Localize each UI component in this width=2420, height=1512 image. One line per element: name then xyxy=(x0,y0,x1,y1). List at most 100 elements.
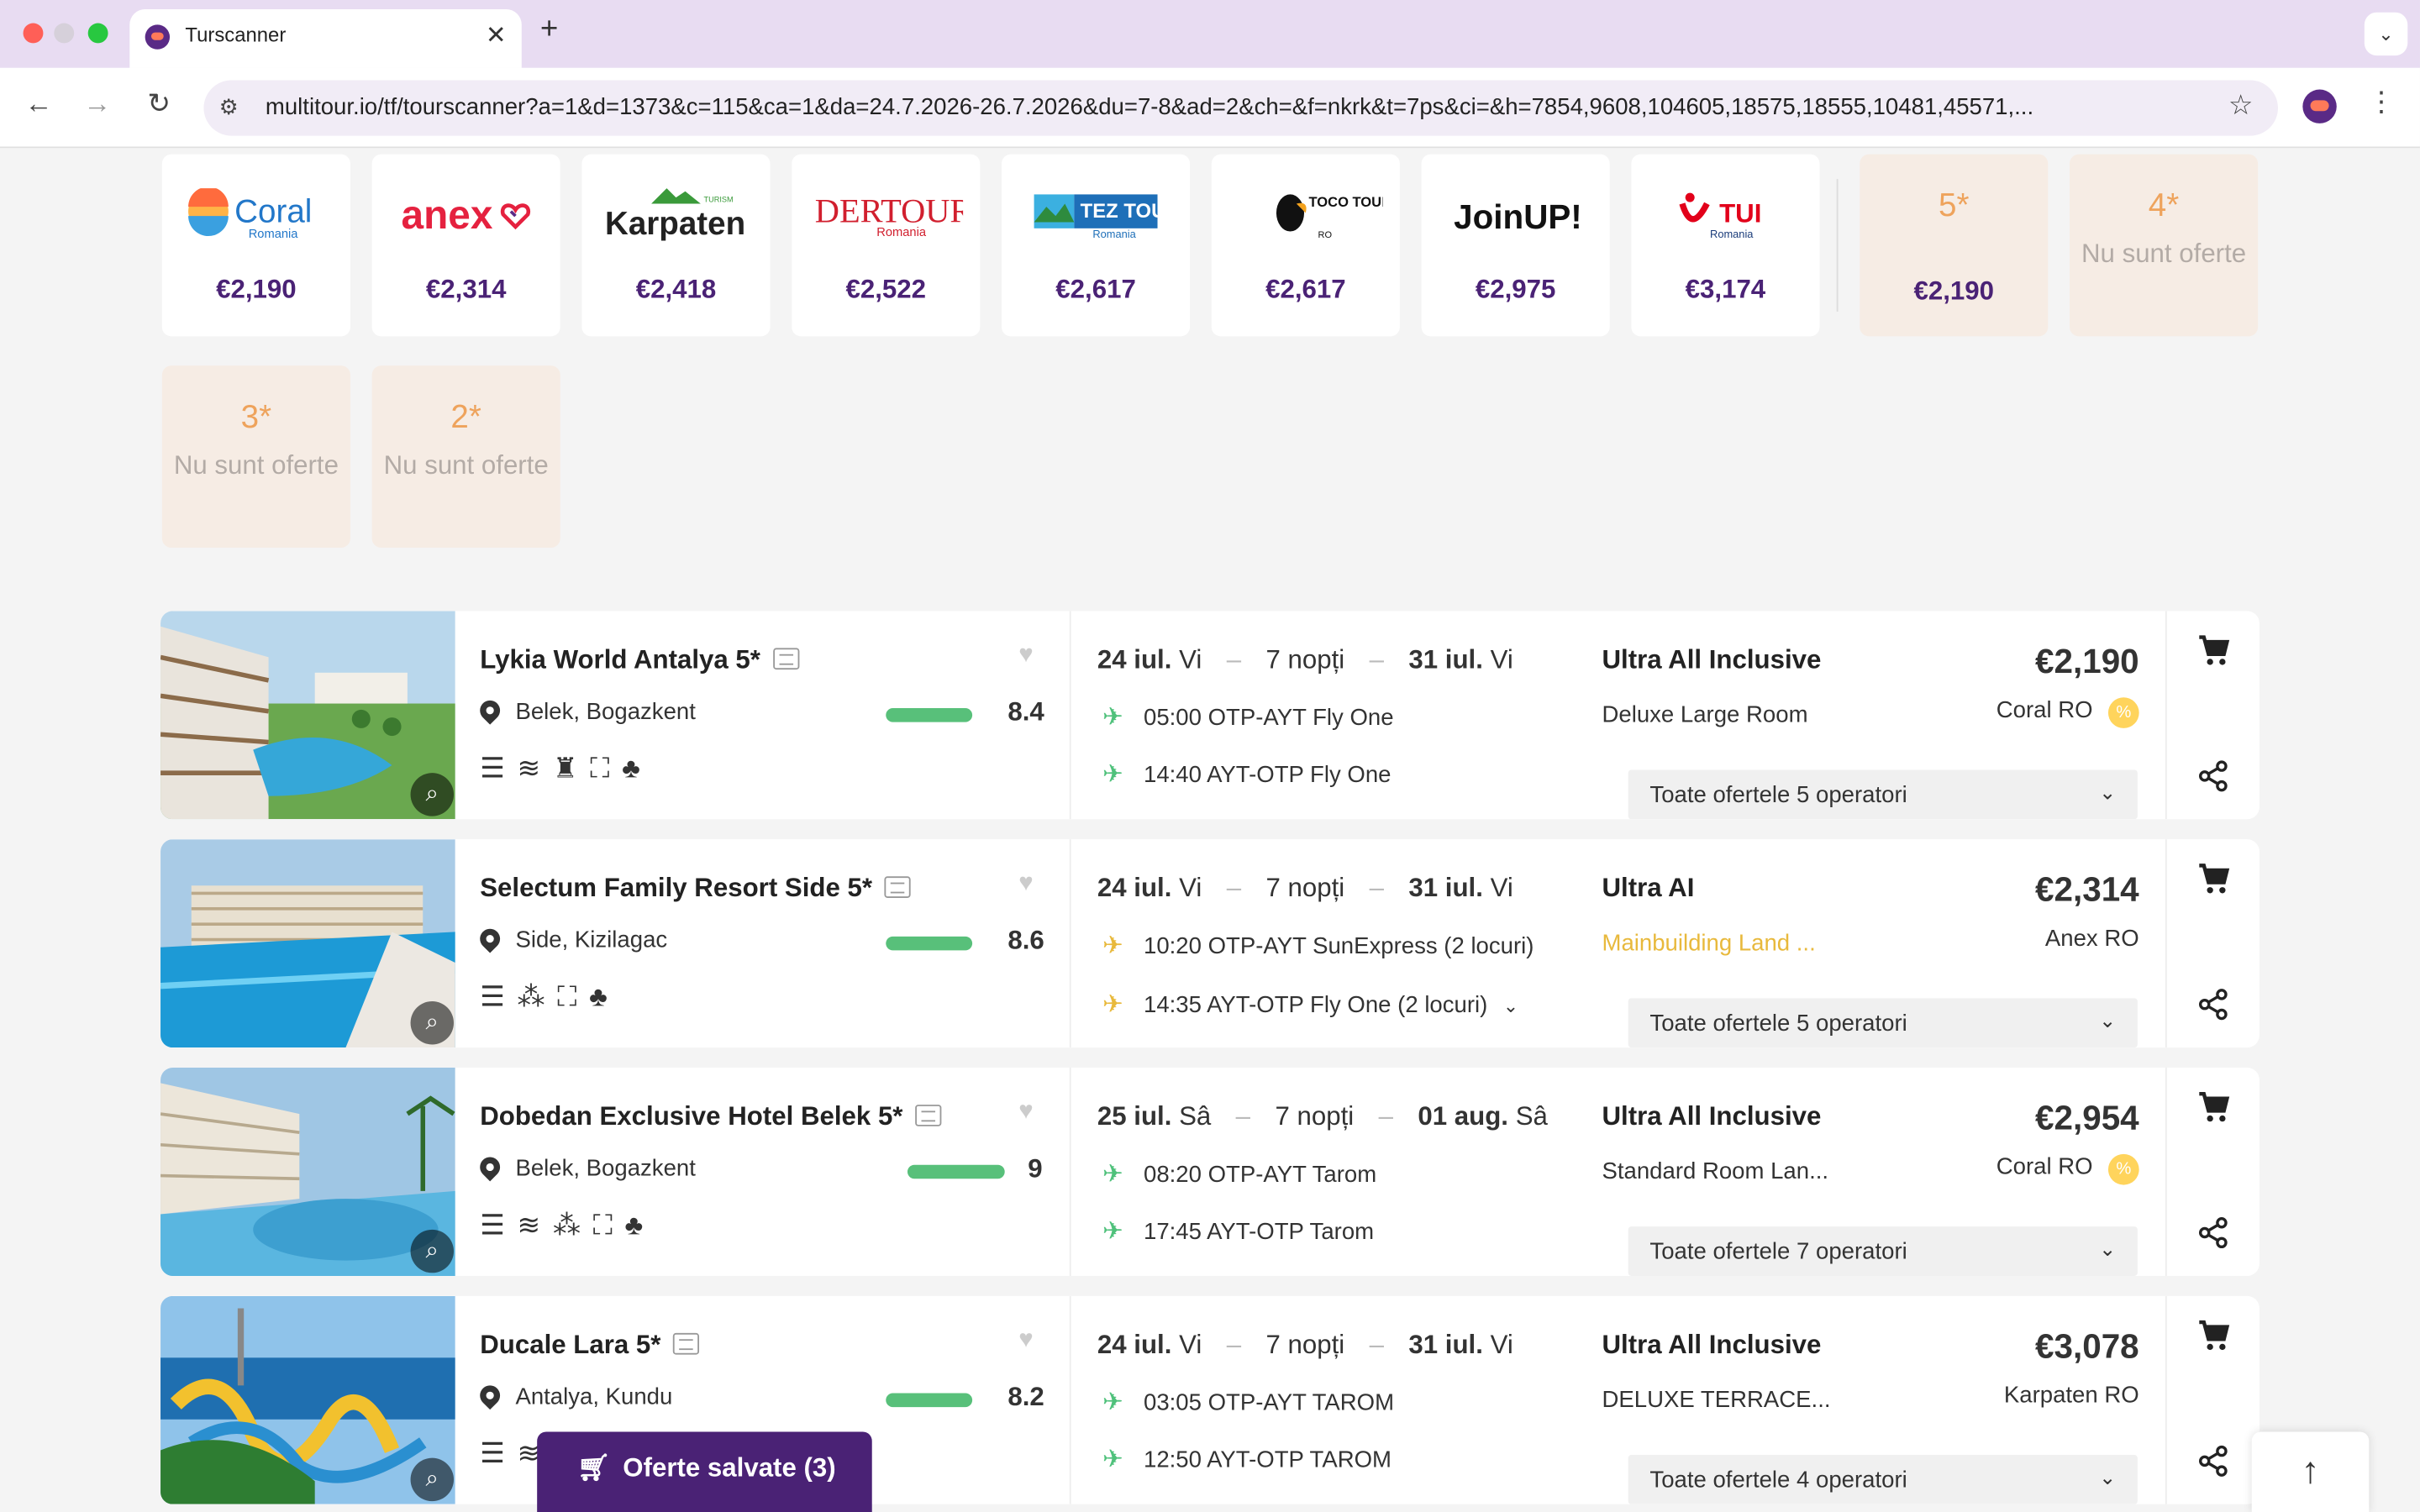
all-offers-dropdown[interactable]: Toate ofertele 5 operatori ⌄ xyxy=(1628,998,2138,1048)
zoom-photo-icon[interactable]: ⌕ xyxy=(410,1457,454,1502)
cart-icon[interactable] xyxy=(2195,1318,2232,1355)
hotel-price[interactable]: €3,078 xyxy=(2035,1326,2139,1366)
hotel-row[interactable]: ⌕ Lykia World Antalya 5* ♥ Belek, Bogazk… xyxy=(160,611,2260,820)
no-offers-text: Nu sunt oferte xyxy=(173,450,339,480)
rating-bar xyxy=(886,936,973,951)
browser-menu-icon[interactable]: ⋮ xyxy=(2367,86,2396,118)
hotel-photo[interactable]: ⌕ xyxy=(160,1295,455,1504)
all-offers-dropdown[interactable]: Toate ofertele 7 operatori ⌄ xyxy=(1628,1226,2138,1276)
hotel-name[interactable]: Dobedan Exclusive Hotel Belek 5* xyxy=(480,1101,942,1132)
operator-card-anex[interactable]: anex €2,314 xyxy=(371,154,560,337)
hotel-photo[interactable]: ⌕ xyxy=(160,611,455,820)
no-offers-text: Nu sunt oferte xyxy=(2081,239,2247,269)
site-settings-icon[interactable]: ⚙ xyxy=(218,94,239,119)
hotel-price[interactable]: €2,190 xyxy=(2035,642,2139,680)
review-icon[interactable] xyxy=(673,1332,700,1355)
favorite-heart-icon[interactable]: ♥ xyxy=(1018,1098,1034,1125)
favorite-heart-icon[interactable]: ♥ xyxy=(1018,869,1034,897)
minimize-window-button[interactable] xyxy=(54,23,75,44)
hotel-location: Side, Kizilagac xyxy=(476,924,667,953)
tab-search-button[interactable]: ⌄ xyxy=(2364,12,2408,56)
room-type: Standard Room Lan... xyxy=(1602,1158,1829,1185)
rating-bar xyxy=(886,708,973,722)
maximize-window-button[interactable] xyxy=(87,23,108,44)
address-bar[interactable]: ⚙ multitour.io/tf/tourscanner?a=1&d=1373… xyxy=(203,80,2278,136)
browser-tab[interactable]: Turscanner ✕ xyxy=(129,9,522,68)
back-icon[interactable]: ← xyxy=(24,87,53,119)
star-filter-3[interactable]: 3* Nu sunt oferte xyxy=(161,365,350,549)
review-icon[interactable] xyxy=(915,1105,942,1126)
browser-tabstrip: Turscanner ✕ + ⌄ xyxy=(0,0,2420,68)
rating-score: 8.6 xyxy=(1007,926,1044,955)
hotel-row[interactable]: ⌕ Selectum Family Resort Side 5* ♥ Side,… xyxy=(160,839,2260,1048)
chevron-down-icon[interactable]: ⌄ xyxy=(1502,995,1519,1017)
plane-icon: ✈ xyxy=(1102,762,1123,789)
close-tab-icon[interactable]: ✕ xyxy=(485,23,507,50)
svg-text:JoinUP!: JoinUP! xyxy=(1454,197,1582,236)
review-icon[interactable] xyxy=(772,648,799,670)
row-divider xyxy=(1069,611,1071,820)
operator-card-teztour[interactable]: TEZ TOUR Romania €2,617 xyxy=(1002,154,1191,337)
filter-divider xyxy=(1836,179,1839,312)
all-offers-dropdown[interactable]: Toate ofertele 4 operatori ⌄ xyxy=(1628,1455,2138,1504)
operator-card-tui[interactable]: TUI Romania €3,174 xyxy=(1631,154,1820,337)
share-icon[interactable] xyxy=(2196,1444,2230,1478)
close-window-button[interactable] xyxy=(23,23,44,44)
share-icon[interactable] xyxy=(2196,1215,2230,1249)
star-filter-2[interactable]: 2* Nu sunt oferte xyxy=(371,365,560,549)
operator-price: €2,522 xyxy=(845,274,927,304)
star-filter-4[interactable]: 4* Nu sunt oferte xyxy=(2070,154,2259,337)
room-type: Deluxe Large Room xyxy=(1602,701,1808,728)
cart-icon[interactable] xyxy=(2195,633,2232,669)
zoom-photo-icon[interactable]: ⌕ xyxy=(410,773,454,816)
favorite-heart-icon[interactable]: ♥ xyxy=(1018,642,1034,669)
hotel-photo[interactable]: ⌕ xyxy=(160,1067,455,1276)
svg-text:Karpaten: Karpaten xyxy=(605,206,745,240)
bookmark-star-icon[interactable]: ☆ xyxy=(2228,89,2254,121)
chevron-down-icon: ⌄ xyxy=(2099,1465,2117,1489)
hotel-name[interactable]: Selectum Family Resort Side 5* xyxy=(480,874,911,905)
zoom-photo-icon[interactable]: ⌕ xyxy=(410,1001,454,1045)
chevron-down-icon: ⌄ xyxy=(2099,1009,2117,1032)
url-text[interactable]: multitour.io/tf/tourscanner?a=1&d=1373&c… xyxy=(265,94,2034,121)
operator-card-joinup[interactable]: JoinUP! €2,975 xyxy=(1421,154,1610,337)
cart-icon[interactable] xyxy=(2195,861,2232,898)
hotel-price[interactable]: €2,314 xyxy=(2035,869,2139,909)
tab-title: Turscanner xyxy=(185,23,287,47)
operator-card-karpaten[interactable]: TURISM Karpaten €2,418 xyxy=(581,154,771,337)
svg-text:Coral: Coral xyxy=(234,193,312,229)
share-icon[interactable] xyxy=(2196,987,2230,1021)
extension-icon[interactable] xyxy=(2302,89,2337,123)
hotel-name[interactable]: Lykia World Antalya 5* xyxy=(480,645,799,676)
reload-icon[interactable]: ↻ xyxy=(147,87,171,119)
hotel-location: Belek, Bogazkent xyxy=(476,696,696,725)
zoom-photo-icon[interactable]: ⌕ xyxy=(410,1229,454,1273)
trip-dates: 24 iul. Vi –7 nopți –31 iul. Vi xyxy=(1097,873,1513,903)
all-offers-dropdown[interactable]: Toate ofertele 5 operatori ⌄ xyxy=(1628,769,2138,820)
scroll-to-top-button[interactable]: ↑ xyxy=(2251,1431,2370,1512)
hotel-name[interactable]: Ducale Lara 5* xyxy=(480,1330,700,1361)
star-filter-5[interactable]: 5* €2,190 xyxy=(1860,154,2049,337)
offer-operator: Karpaten RO xyxy=(2003,1382,2139,1409)
row-divider xyxy=(1069,839,1071,1048)
new-tab-button[interactable]: + xyxy=(539,12,559,47)
hotel-row[interactable]: ⌕ Dobedan Exclusive Hotel Belek 5* ♥ Bel… xyxy=(160,1067,2260,1276)
share-icon[interactable] xyxy=(2196,759,2230,793)
row-divider xyxy=(2165,1067,2167,1276)
no-offers-text: Nu sunt oferte xyxy=(383,450,549,480)
cart-icon[interactable] xyxy=(2195,1089,2232,1126)
operator-card-coral[interactable]: Coral Romania €2,190 xyxy=(161,154,350,337)
trip-dates: 25 iul. Sâ –7 nopți –01 aug. Sâ xyxy=(1097,1101,1548,1131)
favorite-heart-icon[interactable]: ♥ xyxy=(1018,1326,1034,1353)
operator-card-dertour[interactable]: DERTOUR Romania €2,522 xyxy=(792,154,981,337)
saved-offers-button[interactable]: 🛒︎ Oferte salvate (3) xyxy=(537,1431,872,1512)
hotel-price[interactable]: €2,954 xyxy=(2035,1098,2139,1137)
review-icon[interactable] xyxy=(884,876,911,898)
operator-card-tocotour[interactable]: TOCO TOUR RO €2,617 xyxy=(1211,154,1400,337)
hotel-row[interactable]: ⌕ Ducale Lara 5* ♥ Antalya, Kundu 8.2 ☰≋… xyxy=(160,1295,2260,1504)
row-divider xyxy=(1069,1295,1071,1504)
operator-price: €3,174 xyxy=(1685,274,1766,304)
forward-icon[interactable]: → xyxy=(83,87,112,119)
return-flight[interactable]: ✈ 14:35 AYT-OTP Fly One (2 locuri) ⌄ xyxy=(1097,989,1518,1020)
hotel-photo[interactable]: ⌕ xyxy=(160,839,455,1048)
